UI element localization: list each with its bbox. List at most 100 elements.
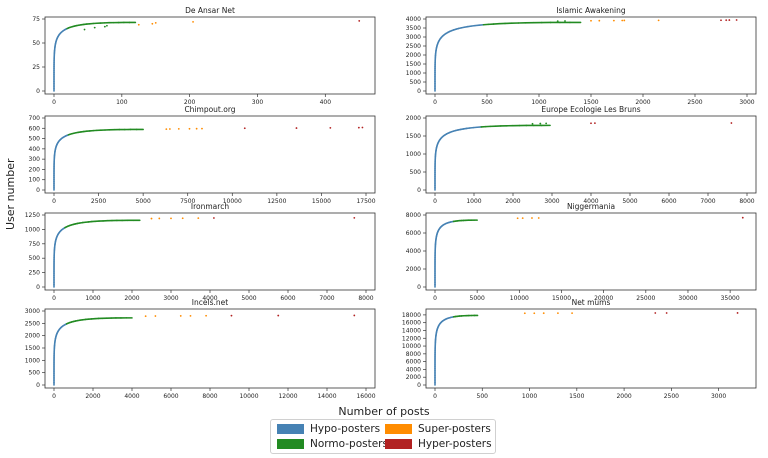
x-tick-label: 7000 xyxy=(700,198,715,205)
y-tick-label: 300 xyxy=(29,156,41,163)
x-tick-label: 500 xyxy=(481,99,493,106)
data-point xyxy=(137,23,140,26)
x-tick-label: 3000 xyxy=(739,99,754,106)
x-tick-label: 8000 xyxy=(358,295,373,302)
data-point xyxy=(277,314,280,317)
x-tick-label: 3000 xyxy=(711,393,726,400)
x-tick-label: 1500 xyxy=(569,393,584,400)
series-users xyxy=(53,126,364,191)
series-users xyxy=(53,216,356,288)
data-point xyxy=(170,217,172,220)
plot-frame xyxy=(44,212,376,291)
x-tick-label: 1000 xyxy=(466,198,481,205)
y-tick-label: 1000 xyxy=(25,357,40,364)
data-point xyxy=(353,216,356,219)
data-point xyxy=(188,127,191,130)
series-users xyxy=(434,19,738,92)
y-tick-label: 500 xyxy=(29,255,41,262)
y-tick-label: 18000 xyxy=(402,312,421,319)
x-tick-label: 1500 xyxy=(583,99,598,106)
x-tick-label: 12500 xyxy=(267,198,286,205)
panel-title: De Ansar Net xyxy=(185,6,235,15)
panel-title: Europe Ecologie Les Bruns xyxy=(541,105,640,114)
data-point xyxy=(728,19,731,21)
x-axis-label: Number of posts xyxy=(338,405,430,418)
legend-swatch-normo xyxy=(277,439,304,449)
y-tick-label: 500 xyxy=(29,136,41,143)
plot-frame xyxy=(44,16,376,95)
x-tick-label: 15000 xyxy=(312,198,331,205)
y-tick-label: 0 xyxy=(36,88,40,95)
data-point xyxy=(361,126,364,129)
x-tick-label: 2000 xyxy=(124,295,139,302)
data-point xyxy=(735,19,738,21)
x-tick-label: 6000 xyxy=(280,295,295,302)
x-tick-label: 5000 xyxy=(241,295,256,302)
data-point xyxy=(243,127,246,130)
data-point xyxy=(144,315,147,318)
x-tick-label: 0 xyxy=(52,198,56,205)
x-tick-label: 4000 xyxy=(583,198,598,205)
y-tick-label: 0 xyxy=(36,284,40,291)
y-tick-label: 4000 xyxy=(406,248,421,255)
data-point xyxy=(151,22,154,25)
legend-label-normo: Normo-posters xyxy=(310,438,388,450)
data-point xyxy=(358,20,361,22)
legend-swatch-hypo xyxy=(277,424,304,434)
x-tick-label: 10000 xyxy=(510,295,529,302)
panel-1: Islamic Awakening 0 500 1000 1500 2000 2500 300… xyxy=(406,6,757,106)
y-tick-label: 4000 xyxy=(406,366,421,373)
data-point xyxy=(590,122,592,125)
y-tick-label: 1500 xyxy=(406,61,421,68)
data-point xyxy=(295,127,298,129)
y-tick-label: 2500 xyxy=(406,43,421,50)
panel-title: Islamic Awakening xyxy=(556,6,626,15)
y-tick-label: 1250 xyxy=(25,212,40,219)
legend-item-super: Super-posters xyxy=(385,423,491,435)
legend-swatch-hyper xyxy=(385,439,412,449)
y-tick-label: 1000 xyxy=(406,70,421,77)
data-point xyxy=(590,19,592,22)
data-point xyxy=(736,312,739,314)
data-point xyxy=(730,122,733,124)
y-tick-label: 200 xyxy=(29,166,41,173)
data-point xyxy=(154,21,157,24)
data-point xyxy=(168,128,171,130)
data-point xyxy=(657,19,660,22)
x-tick-label: 5000 xyxy=(622,198,637,205)
x-tick-label: 0 xyxy=(52,393,56,400)
y-tick-label: 1000 xyxy=(25,226,40,233)
series-users xyxy=(434,122,733,191)
x-tick-label: 4000 xyxy=(202,295,217,302)
x-tick-label: 200 xyxy=(184,99,196,106)
x-tick-label: 17500 xyxy=(356,198,375,205)
x-tick-label: 8000 xyxy=(739,198,754,205)
x-tick-label: 14000 xyxy=(317,393,336,400)
x-tick-label: 12000 xyxy=(278,393,297,400)
panel-3: Europe Ecologie Les Bruns 0 1000 2000 3000 40… xyxy=(406,105,757,205)
data-point xyxy=(179,315,182,317)
data-point xyxy=(213,217,215,219)
legend-label-hypo: Hypo-posters xyxy=(310,423,381,435)
data-point xyxy=(533,312,536,315)
x-tick-label: 5000 xyxy=(136,198,151,205)
legend-item-hypo: Hypo-posters xyxy=(277,423,380,435)
y-tick-label: 700 xyxy=(29,115,41,122)
data-point xyxy=(353,314,356,317)
series-users xyxy=(434,216,744,288)
x-tick-label: 0 xyxy=(433,99,437,106)
y-tick-label: 0 xyxy=(417,284,421,291)
y-tick-label: 8000 xyxy=(406,212,421,219)
data-point xyxy=(545,122,548,125)
x-tick-label: 7000 xyxy=(319,295,334,302)
x-tick-label: 6000 xyxy=(163,393,178,400)
x-tick-label: 3000 xyxy=(544,198,559,205)
x-tick-label: 20000 xyxy=(594,295,613,302)
data-point xyxy=(516,217,519,220)
data-point xyxy=(357,126,360,129)
data-point xyxy=(571,312,573,315)
data-point xyxy=(523,312,526,315)
